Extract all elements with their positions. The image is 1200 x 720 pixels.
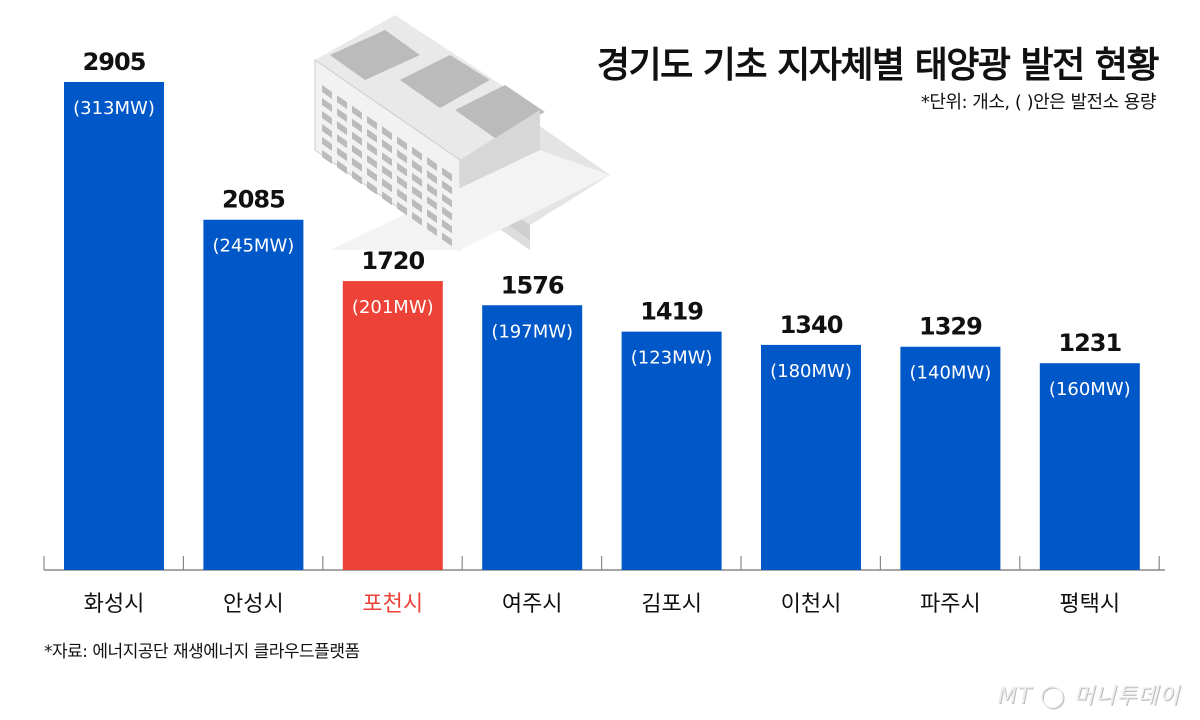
capacity-label: (197MW) xyxy=(491,321,573,342)
chart-subtitle: *단위: 개소, ( )안은 발전소 용량 xyxy=(920,92,1157,113)
category-label: 김포시 xyxy=(641,592,702,617)
category-label: 파주시 xyxy=(920,592,981,617)
value-label: 1329 xyxy=(919,313,982,341)
logo-watermark: MT ◯ 머니투데이 xyxy=(997,684,1180,709)
value-label: 1419 xyxy=(640,298,703,326)
capacity-label: (123MW) xyxy=(631,348,713,369)
capacity-label: (201MW) xyxy=(352,297,434,318)
capacity-label: (313MW) xyxy=(73,98,155,119)
chart-title: 경기도 기초 지자체별 태양광 발전 현황 xyxy=(596,45,1160,86)
building-illustration xyxy=(314,15,610,251)
bar xyxy=(1039,363,1140,570)
value-label: 1720 xyxy=(361,247,424,275)
bar xyxy=(342,281,443,570)
capacity-label: (180MW) xyxy=(770,361,852,382)
category-label: 이천시 xyxy=(781,592,842,617)
bar xyxy=(482,305,583,570)
bar xyxy=(203,219,304,570)
value-label: 2905 xyxy=(83,48,146,76)
bar xyxy=(761,344,861,570)
category-label: 안성시 xyxy=(223,592,284,617)
value-label: 1576 xyxy=(501,271,564,299)
bar xyxy=(900,346,1001,570)
value-label: 1340 xyxy=(780,311,843,339)
value-label: 1231 xyxy=(1058,329,1121,357)
capacity-label: (140MW) xyxy=(910,363,992,384)
source-note: *자료: 에너지공단 재생에너지 클라우드플랫폼 xyxy=(44,642,360,662)
value-label: 2085 xyxy=(222,186,285,214)
category-label: 여주시 xyxy=(502,592,563,617)
category-label: 평택시 xyxy=(1059,592,1120,617)
capacity-label: (160MW) xyxy=(1049,379,1131,400)
bar xyxy=(621,331,722,570)
category-label: 포천시 xyxy=(362,592,423,617)
capacity-label: (245MW) xyxy=(213,236,295,257)
bar xyxy=(64,82,164,570)
category-label: 화성시 xyxy=(84,592,145,617)
